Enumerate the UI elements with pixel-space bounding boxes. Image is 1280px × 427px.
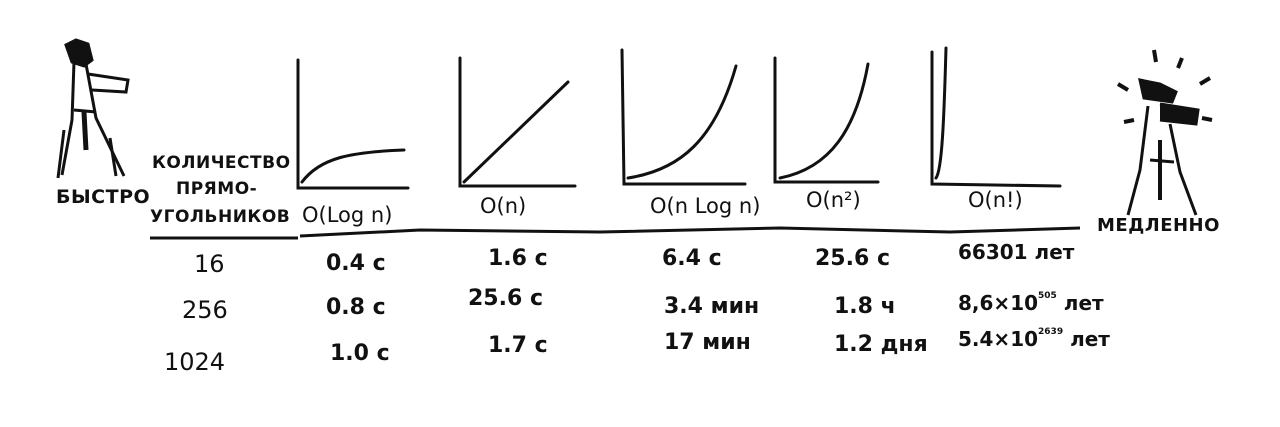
- cell-256-log: 0.8 с: [326, 295, 386, 320]
- fast-figure-icon: [56, 38, 130, 179]
- cell-1024-factorial: 5.4×102639 лет: [958, 327, 1110, 351]
- notation-factorial: O(n!): [968, 188, 1023, 212]
- fast-label: БЫСТРО: [56, 186, 151, 208]
- cell-16-linear: 1.6 с: [488, 246, 548, 271]
- cell-256-factorial: 8,6×10505 лет: [958, 291, 1104, 315]
- notation-nlogn: O(n Log n): [650, 194, 761, 218]
- cell-256-quadratic: 1.8 ч: [834, 294, 896, 319]
- cell-16-log: 0.4 с: [326, 251, 386, 276]
- graph-nlogn: [620, 48, 747, 186]
- notation-quadratic: O(n²): [806, 188, 861, 212]
- cell-1024-factorial-mantissa: 5.4×10: [958, 327, 1039, 351]
- cell-1024-log: 1.0 с: [330, 341, 390, 366]
- rect-count-header-line-3: УГОЛЬНИКОВ: [150, 207, 291, 227]
- graph-factorial: [930, 46, 1062, 188]
- cell-1024-nlogn: 17 мин: [664, 330, 751, 355]
- cell-16-quadratic: 25.6 с: [815, 246, 890, 271]
- notation-log: O(Log n): [302, 203, 393, 227]
- cell-256-nlogn: 3.4 мин: [664, 294, 760, 319]
- slow-label: МЕДЛЕННО: [1097, 215, 1220, 236]
- graph-linear: [458, 56, 577, 188]
- cell-1024-factorial-unit: лет: [1070, 327, 1110, 351]
- cell-256-linear: 25.6 с: [468, 286, 543, 311]
- cell-1024-linear: 1.7 с: [488, 333, 548, 358]
- cell-16-factorial: 66301 лет: [958, 240, 1075, 264]
- header-rule: [150, 226, 1081, 240]
- slow-figure-icon: [1116, 49, 1213, 216]
- cell-1024-quadratic: 1.2 дня: [834, 332, 928, 357]
- rect-count-header-line-2: ПРЯМО-: [176, 179, 258, 199]
- rect-count-header-line-1: КОЛИЧЕСТВО: [152, 153, 291, 173]
- cell-256-factorial-unit: лет: [1063, 291, 1104, 315]
- graph-quadratic: [773, 56, 880, 184]
- row-count-16: 16: [194, 250, 225, 278]
- row-count-256: 256: [182, 296, 228, 324]
- cell-256-factorial-mantissa: 8,6×10: [958, 291, 1039, 315]
- cell-256-factorial-exponent: 505: [1038, 291, 1057, 301]
- graph-log: [296, 58, 410, 190]
- cell-16-nlogn: 6.4 с: [662, 246, 722, 271]
- row-count-1024: 1024: [164, 348, 226, 376]
- cell-1024-factorial-exponent: 2639: [1038, 327, 1064, 337]
- notation-linear: O(n): [480, 194, 527, 218]
